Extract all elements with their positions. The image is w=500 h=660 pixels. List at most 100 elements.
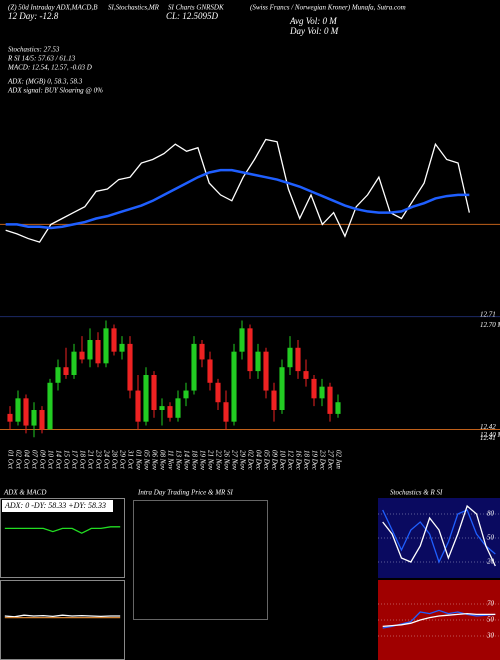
y-tick-label: 12.41: [480, 434, 496, 442]
x-tick-label: 31 Oct: [126, 449, 134, 470]
header-title: (Swiss Francs / Norwegian Kroner) Munafa…: [250, 4, 406, 12]
candle-body: [191, 343, 197, 391]
panel-title: Stochastics & R SI: [390, 489, 443, 497]
candle-body: [47, 382, 53, 430]
y-tick-label: 50: [487, 534, 495, 542]
adx: ADX: (MGB) 0, 58.3, 58.3: [7, 78, 83, 86]
candle-body: [143, 375, 149, 422]
x-tick-label: 14 Oct: [54, 450, 62, 470]
x-tick-label: 23 Dec: [318, 450, 326, 471]
y-tick-label: 30: [486, 632, 495, 640]
y-tick-label: 80: [487, 510, 495, 518]
candle-body: [327, 386, 333, 414]
y-tick-label: 12.70 Max: [480, 321, 500, 329]
adx-signal: ADX signal: BUY Sloaring @ 0%: [7, 87, 103, 95]
series-line: [382, 504, 496, 567]
header-title: (Z) 50d Intraday ADX,MACD,B: [8, 4, 98, 12]
candle-body: [207, 359, 213, 383]
x-tick-label: 17 Oct: [70, 450, 78, 470]
candle-body: [319, 386, 325, 399]
x-tick-label: 05 Nov: [142, 450, 150, 471]
x-tick-label: 11 Nov: [166, 450, 174, 470]
x-tick-label: 14 Nov: [182, 450, 190, 471]
candle-body: [255, 351, 261, 372]
series-line: [382, 509, 496, 564]
candle-body: [71, 351, 77, 375]
x-tick-label: 10 Oct: [46, 450, 54, 470]
x-tick-label: 01 Oct: [6, 450, 14, 470]
x-tick-label: 09 Oct: [38, 450, 46, 470]
candle-body: [159, 406, 165, 410]
x-tick-label: 16 Dec: [294, 450, 302, 471]
x-tick-label: 23 Oct: [94, 450, 102, 470]
series-line: [4, 614, 121, 618]
x-tick-label: 26 Nov: [222, 450, 230, 471]
y-tick-label: 50: [487, 616, 495, 624]
y-tick-label: 20: [487, 558, 495, 566]
x-tick-label: 10 Dec: [278, 450, 286, 471]
candle-body: [231, 351, 237, 422]
candle-body: [295, 347, 301, 372]
x-tick-label: 04 Oct: [22, 450, 30, 470]
candle-body: [55, 367, 61, 383]
x-tick-label: 19 Nov: [198, 450, 206, 471]
candle-body: [223, 402, 229, 422]
x-tick-label: 27 Nov: [230, 450, 238, 471]
day-vol: Day Vol: 0 M: [289, 26, 339, 36]
panel-bg: [378, 580, 500, 660]
candle-body: [263, 351, 269, 391]
panel-title: ADX & MACD: [3, 489, 46, 497]
series-line: [4, 526, 121, 534]
candle-body: [87, 340, 93, 360]
panel-border: [133, 500, 268, 620]
candle-body: [175, 398, 181, 418]
x-tick-label: 21 Oct: [86, 450, 94, 470]
candle-body: [23, 398, 29, 426]
x-tick-label: 08 Nov: [158, 450, 166, 471]
x-tick-label: 12 Dec: [286, 450, 294, 471]
candle-body: [167, 406, 173, 418]
x-tick-label: 18 Oct: [78, 450, 86, 470]
candle-body: [7, 413, 13, 422]
candle-body: [239, 328, 245, 352]
day-change: 12 Day: -12.8: [8, 11, 59, 21]
candle-body: [311, 378, 317, 399]
series-line: [5, 168, 470, 230]
x-tick-label: 09 Dec: [270, 450, 278, 471]
y-tick-label: 12.40 Min: [480, 431, 500, 439]
candle-body: [119, 343, 125, 352]
x-tick-label: 05 Dec: [262, 450, 270, 471]
candle-body: [215, 382, 221, 403]
x-tick-label: 15 Oct: [62, 450, 70, 470]
candle-body: [15, 398, 21, 422]
candle-body: [335, 402, 341, 414]
x-tick-label: 22 Nov: [214, 450, 222, 471]
x-tick-label: 24 Oct: [102, 450, 110, 470]
candle-body: [127, 343, 133, 391]
close: CL: 12.5095D: [166, 11, 219, 21]
x-tick-label: 07 Oct: [30, 450, 38, 470]
macd: MACD: 12.54, 12.57, -0.03 D: [7, 64, 92, 72]
candle-body: [279, 367, 285, 410]
stochastics: Stochastics: 27.53: [8, 46, 60, 54]
y-tick-label: 12.42: [480, 423, 496, 431]
series-line: [382, 612, 496, 628]
candle-body: [103, 328, 109, 364]
candle-body: [271, 390, 277, 410]
x-tick-label: 19 Dec: [310, 450, 318, 471]
x-tick-label: 18 Dec: [302, 450, 310, 471]
candle-body: [199, 343, 205, 360]
candle-body: [183, 390, 189, 399]
x-tick-label: 21 Nov: [206, 450, 214, 471]
y-tick-label: 70: [487, 600, 495, 608]
series-line: [382, 609, 496, 629]
avg-vol: Avg Vol: 0 M: [289, 16, 337, 26]
x-tick-label: 02 Oct: [14, 450, 22, 470]
header-title: SI Charts GNRSDK: [168, 4, 224, 12]
x-tick-label: 04 Dec: [254, 450, 262, 471]
candle-body: [151, 375, 157, 410]
panel-title: Intra Day Trading Price & MR SI: [137, 489, 234, 497]
x-tick-label: 29 Nov: [238, 450, 246, 471]
panel-border: [0, 498, 125, 578]
x-tick-label: 01 Nov: [134, 450, 142, 471]
